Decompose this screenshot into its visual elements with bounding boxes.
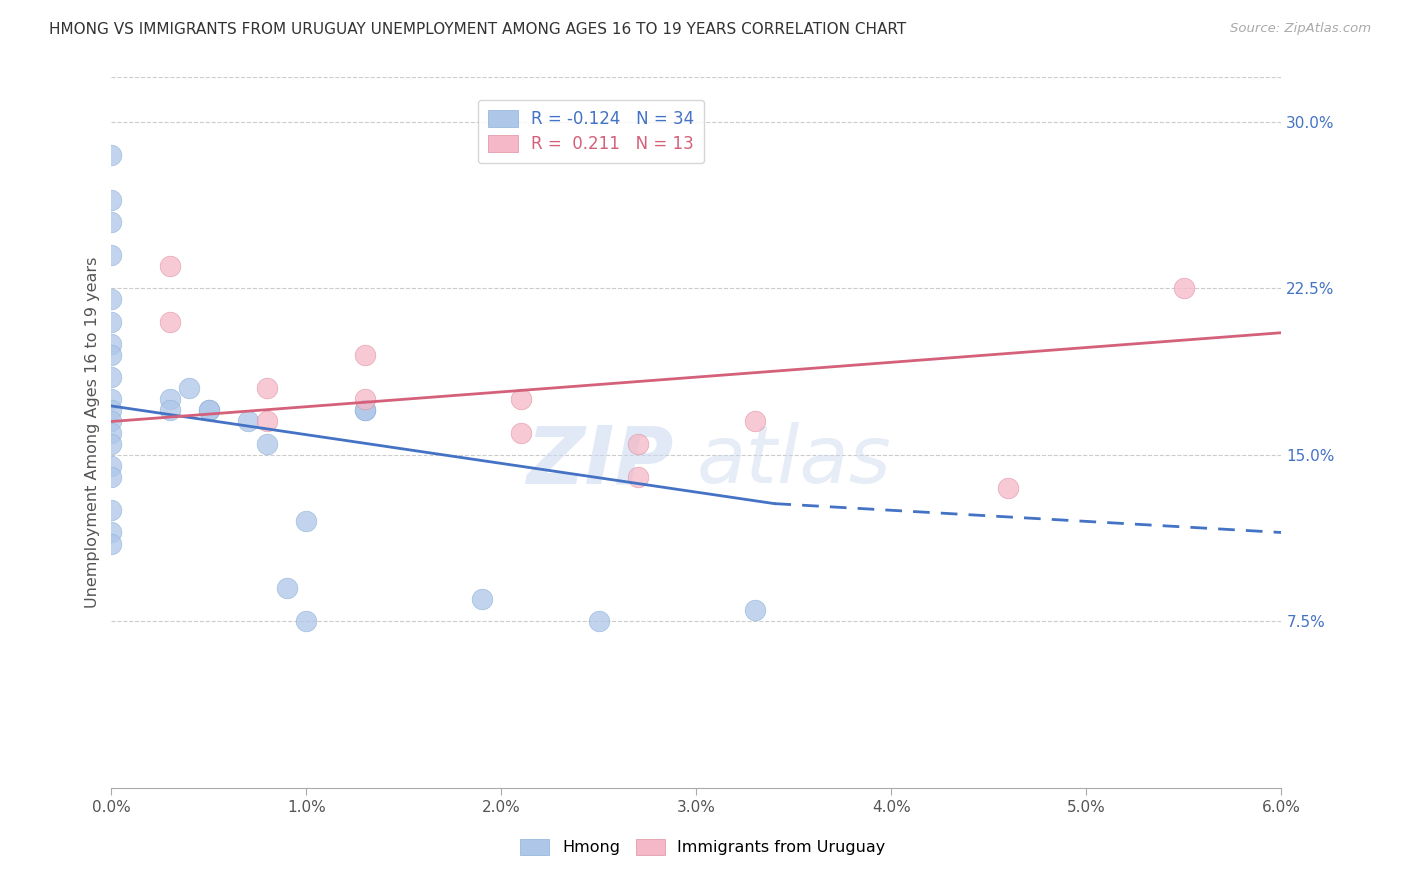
Point: [276, 581, 298, 595]
Point: [588, 614, 610, 628]
Point: [100, 525, 122, 540]
Point: [100, 392, 122, 407]
Point: [744, 415, 766, 429]
Point: [100, 348, 122, 362]
Point: [100, 336, 122, 351]
Point: [744, 603, 766, 617]
Point: [997, 481, 1019, 495]
Legend: Hmong, Immigrants from Uruguay: Hmong, Immigrants from Uruguay: [515, 832, 891, 862]
Point: [100, 193, 122, 207]
Y-axis label: Unemployment Among Ages 16 to 19 years: Unemployment Among Ages 16 to 19 years: [86, 257, 100, 608]
Point: [100, 293, 122, 307]
Point: [509, 392, 531, 407]
Point: [100, 458, 122, 473]
Point: [100, 503, 122, 517]
Point: [256, 415, 278, 429]
Point: [100, 215, 122, 229]
Point: [198, 403, 221, 417]
Point: [159, 392, 181, 407]
Legend: R = -0.124   N = 34, R =  0.211   N = 13: R = -0.124 N = 34, R = 0.211 N = 13: [478, 100, 704, 163]
Point: [509, 425, 531, 440]
Point: [159, 259, 181, 273]
Point: [100, 425, 122, 440]
Point: [100, 415, 122, 429]
Point: [159, 403, 181, 417]
Point: [354, 348, 377, 362]
Point: [354, 403, 377, 417]
Text: atlas: atlas: [696, 422, 891, 500]
Point: [295, 614, 318, 628]
Point: [100, 315, 122, 329]
Point: [627, 470, 650, 484]
Point: [256, 436, 278, 450]
Point: [256, 381, 278, 395]
Point: [179, 381, 201, 395]
Text: HMONG VS IMMIGRANTS FROM URUGUAY UNEMPLOYMENT AMONG AGES 16 TO 19 YEARS CORRELAT: HMONG VS IMMIGRANTS FROM URUGUAY UNEMPLO…: [49, 22, 907, 37]
Point: [295, 515, 318, 529]
Text: Source: ZipAtlas.com: Source: ZipAtlas.com: [1230, 22, 1371, 36]
Point: [1173, 281, 1195, 295]
Point: [354, 392, 377, 407]
Point: [100, 403, 122, 417]
Point: [100, 148, 122, 162]
Point: [471, 592, 494, 607]
Point: [100, 248, 122, 262]
Point: [627, 436, 650, 450]
Point: [236, 415, 259, 429]
Point: [354, 403, 377, 417]
Text: ZIP: ZIP: [526, 422, 673, 500]
Point: [100, 536, 122, 550]
Point: [100, 370, 122, 384]
Point: [198, 403, 221, 417]
Point: [100, 436, 122, 450]
Point: [100, 470, 122, 484]
Point: [159, 315, 181, 329]
